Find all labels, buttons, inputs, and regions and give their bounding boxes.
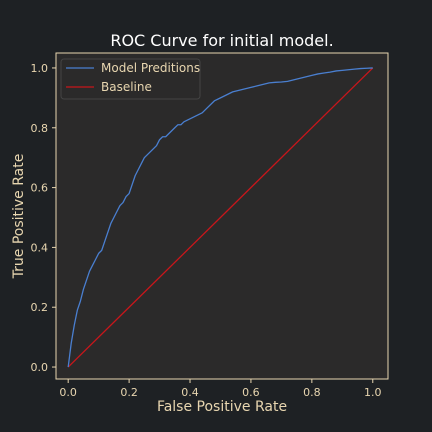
legend: Model Preditions Baseline [60,58,201,100]
y-tick-label: 1.0 [31,62,49,75]
x-axis-ticks: 0.0 0.2 0.4 0.6 0.8 1.0 [59,379,382,399]
y-axis-label: True Positive Rate [11,154,27,280]
x-tick-label: 0.8 [303,386,321,399]
series-line-baseline [67,67,374,368]
x-tick-label: 0.2 [120,386,138,399]
x-tick-label: 1.0 [364,386,382,399]
x-tick-label: 0.0 [59,386,77,399]
y-tick-label: 0.0 [31,361,49,374]
y-tick-label: 0.4 [31,241,49,254]
legend-label-baseline: Baseline [101,80,152,94]
chart-title: ROC Curve for initial model. [110,31,333,50]
series-layer [67,67,374,368]
y-tick-label: 0.6 [31,182,49,195]
y-tick-label: 0.2 [31,301,49,314]
y-tick-label: 0.8 [31,122,49,135]
legend-box [60,58,201,100]
series-line-model-preditions [67,67,373,368]
y-axis-ticks: 0.0 0.2 0.4 0.6 0.8 1.0 [31,62,56,374]
legend-label-model-preditions: Model Preditions [101,61,200,75]
x-tick-label: 0.6 [242,386,260,399]
x-axis-label: False Positive Rate [157,399,287,415]
x-tick-label: 0.4 [181,386,199,399]
